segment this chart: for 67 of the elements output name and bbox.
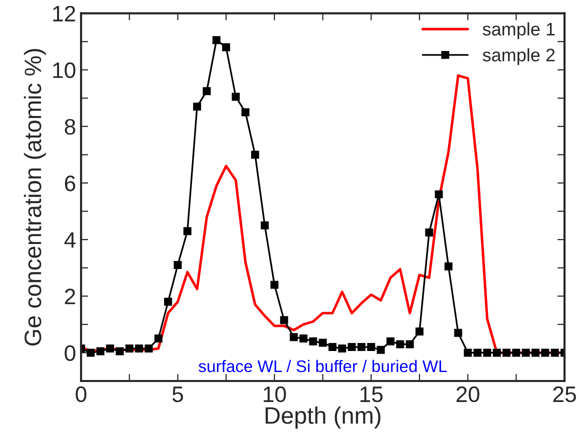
legend-label: sample 1 bbox=[482, 22, 555, 40]
y-tick-label: 8 bbox=[64, 118, 76, 135]
point bbox=[454, 328, 462, 337]
point bbox=[164, 298, 172, 306]
point bbox=[434, 190, 443, 198]
point bbox=[386, 337, 394, 346]
x-axis-title: Depth (nm) bbox=[266, 406, 380, 429]
point bbox=[116, 347, 124, 356]
y-tick-label: 12 bbox=[53, 6, 76, 22]
point bbox=[260, 221, 269, 230]
point bbox=[550, 348, 559, 357]
point bbox=[425, 228, 434, 236]
point bbox=[299, 334, 308, 343]
point bbox=[367, 343, 376, 352]
y-axis-title: Ge concentration (atomic %) bbox=[24, 48, 46, 346]
point bbox=[144, 344, 153, 352]
point bbox=[483, 348, 492, 357]
x-tick-label: 10 bbox=[264, 386, 286, 402]
point bbox=[502, 348, 510, 357]
point bbox=[125, 344, 134, 352]
x-tick-label: 15 bbox=[360, 386, 383, 402]
point bbox=[309, 337, 318, 346]
y-tick-label: 6 bbox=[64, 176, 76, 192]
point bbox=[270, 280, 278, 289]
point bbox=[376, 346, 385, 354]
point bbox=[492, 348, 501, 357]
point bbox=[202, 87, 211, 96]
x-tick-label: 5 bbox=[172, 386, 183, 402]
point bbox=[280, 316, 288, 324]
y-tick-label: 2 bbox=[64, 288, 76, 304]
x-tick-label: 25 bbox=[553, 386, 576, 402]
point bbox=[183, 227, 192, 236]
point bbox=[193, 102, 202, 111]
point bbox=[415, 327, 424, 336]
annotation: surface WL / Si buffer / buried WL bbox=[198, 360, 447, 372]
point bbox=[406, 340, 414, 348]
x-tick-label: 20 bbox=[456, 386, 480, 402]
point bbox=[522, 348, 530, 357]
legend-label: sample 2 bbox=[482, 48, 555, 66]
x-tick-label: 0 bbox=[76, 386, 86, 402]
point bbox=[86, 348, 95, 357]
point bbox=[212, 36, 220, 44]
point bbox=[106, 344, 114, 352]
point bbox=[251, 150, 260, 159]
point bbox=[464, 348, 472, 357]
point bbox=[532, 348, 540, 357]
point bbox=[174, 261, 182, 270]
point bbox=[474, 348, 482, 357]
y-tick-label: 4 bbox=[64, 232, 76, 248]
point bbox=[444, 262, 452, 270]
point bbox=[541, 348, 550, 357]
point bbox=[348, 343, 356, 352]
y-tick-label: 0 bbox=[64, 345, 76, 361]
point bbox=[135, 344, 144, 352]
point bbox=[396, 340, 404, 348]
point bbox=[290, 333, 298, 342]
point bbox=[357, 343, 366, 352]
y-tick-label: 10 bbox=[53, 62, 76, 78]
point bbox=[241, 108, 250, 116]
point bbox=[328, 343, 336, 352]
point bbox=[222, 43, 230, 52]
point bbox=[154, 334, 162, 343]
point bbox=[338, 344, 346, 352]
point bbox=[512, 348, 520, 357]
point bbox=[96, 347, 104, 356]
point bbox=[232, 92, 240, 101]
point bbox=[318, 338, 327, 347]
